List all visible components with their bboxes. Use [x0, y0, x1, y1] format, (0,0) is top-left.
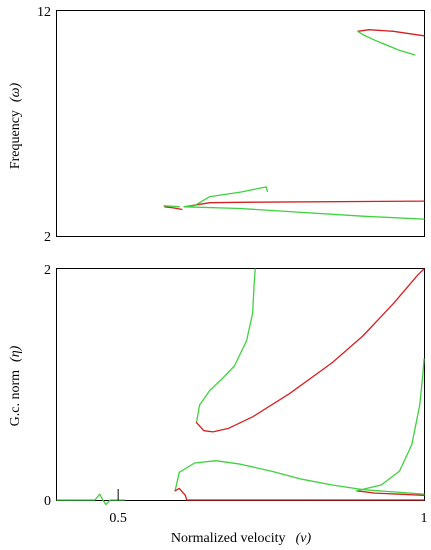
frequency-y-tick-label-0: 2: [44, 230, 51, 245]
frequency-panel: 2 12 Frequency(ω): [8, 5, 425, 245]
gc-norm-x-tick-label-1: 1: [421, 511, 428, 526]
gc-norm-plot-frame: [56, 268, 425, 501]
x-axis-label: Normalized velocity (v): [171, 531, 312, 546]
gc-norm-curve-green-6: [356, 358, 425, 492]
frequency-plot-frame: [56, 10, 425, 237]
frequency-curve-red-0: [357, 29, 425, 37]
gc-norm-curve-green-3: [174, 460, 425, 495]
gc-norm-ticks: 020.5 1: [44, 263, 428, 526]
frequency-y-axis-label: Frequency(ω): [8, 83, 23, 170]
gc-norm-y-tick-label-0: 0: [44, 494, 51, 509]
gc-norm-curve-green-1: [195, 268, 256, 424]
gc-norm-curves: [56, 268, 425, 506]
gc-norm-y-axis-label: G.c. norm(η): [8, 345, 23, 426]
gc-norm-y-tick-label-1: 2: [44, 263, 51, 278]
gc-norm-panel: 020.5 1 G.c. norm(η) Normalized velocity(…: [8, 263, 428, 546]
frequency-curve-red-5: [164, 206, 183, 211]
frequency-curve-green-3: [183, 206, 425, 220]
frequency-curves: [163, 29, 425, 220]
gc-norm-curve-green-0: [56, 493, 125, 506]
gc-norm-curve-red-5: [356, 490, 425, 497]
gc-norm-curve-red-2: [195, 268, 425, 433]
frequency-curve-green-4: [183, 186, 269, 208]
gc-norm-curve-red-4: [174, 487, 425, 501]
frequency-curve-red-2: [183, 200, 425, 208]
gc-norm-x-tick-label-0: 0.5: [109, 511, 127, 526]
frequency-curve-green-1: [357, 30, 416, 56]
frequency-ticks: 2 12: [37, 5, 51, 245]
frequency-curve-green-6: [163, 205, 180, 208]
frequency-y-tick-label-1: 12: [37, 5, 51, 20]
